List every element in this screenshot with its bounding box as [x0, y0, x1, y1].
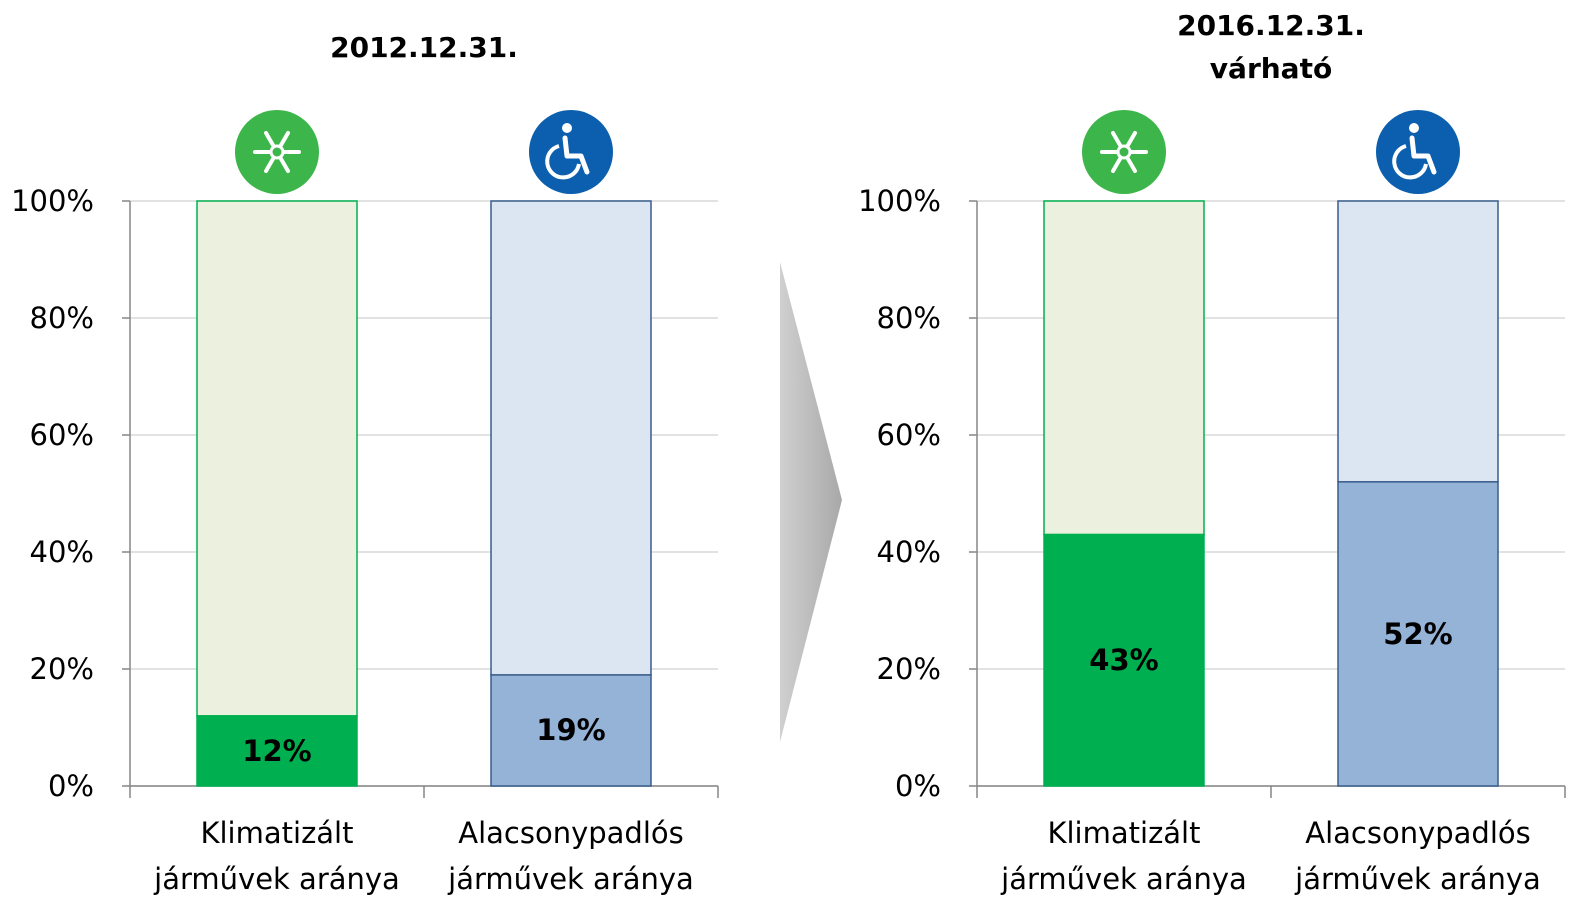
- value-label: 43%: [1089, 643, 1159, 678]
- bar-segment: [1337, 481, 1499, 787]
- value-label: 12%: [242, 733, 312, 768]
- y-tick-label: 40%: [29, 535, 94, 569]
- y-tick-label: 40%: [876, 535, 941, 569]
- icon: [562, 135, 590, 175]
- icon: [1376, 110, 1460, 194]
- value-label: 52%: [1383, 616, 1453, 651]
- y-tick-label: 60%: [29, 418, 94, 452]
- icon: [1392, 144, 1428, 180]
- arrow: [780, 262, 842, 742]
- bar-segment: [1043, 200, 1205, 536]
- y-tick-label: 20%: [876, 652, 941, 686]
- icon: [1116, 144, 1132, 160]
- y-tick-label: 20%: [29, 652, 94, 686]
- icon: [269, 144, 285, 160]
- bar-segment: [1043, 533, 1205, 787]
- y-tick-label: 0%: [47, 769, 94, 803]
- value-label: 19%: [536, 713, 606, 748]
- x-tick-label: Klimatizált járművek aránya: [154, 816, 400, 896]
- bar-segment: [490, 200, 652, 676]
- x-tick-label: Alacsonypadlós járművek aránya: [448, 816, 694, 896]
- bar-segment: [490, 674, 652, 787]
- y-tick-label: 80%: [29, 301, 94, 335]
- x-tick-label: Alacsonypadlós járművek aránya: [1295, 816, 1541, 896]
- y-tick-label: 0%: [894, 769, 941, 803]
- icon: [1409, 135, 1437, 175]
- y-tick-label: 60%: [876, 418, 941, 452]
- y-tick-label: 80%: [876, 301, 941, 335]
- y-tick-label: 100%: [11, 184, 94, 218]
- y-tick-label: 100%: [858, 184, 941, 218]
- bar-segment: [196, 200, 358, 717]
- chart-title: 2012.12.31.: [330, 31, 518, 64]
- x-tick-label: Klimatizált járművek aránya: [1001, 816, 1247, 896]
- icon: [1409, 123, 1419, 133]
- bar-segment: [1337, 200, 1499, 483]
- chart-title: 2016.12.31. várható: [1177, 9, 1365, 85]
- icon: [562, 123, 572, 133]
- icon: [529, 110, 613, 194]
- icon: [545, 144, 581, 180]
